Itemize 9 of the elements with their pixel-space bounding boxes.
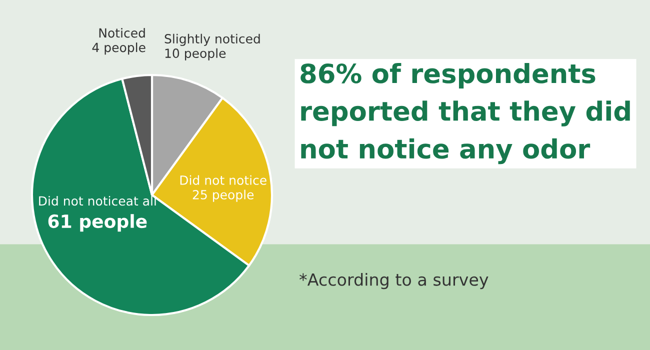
data-label: 4 people xyxy=(92,42,146,55)
slice-label: Noticed xyxy=(99,28,145,38)
text: 86% of respondents reported that they did not notice any odor xyxy=(300,63,630,164)
text: *According to a survey xyxy=(299,273,488,290)
data-label: 10 people xyxy=(165,48,226,60)
data-label: 25 people xyxy=(192,190,254,202)
slice-label: Slightly noticed xyxy=(164,34,260,46)
slice-label: Did not notice xyxy=(180,175,266,185)
data-label: 61 people xyxy=(48,214,147,232)
